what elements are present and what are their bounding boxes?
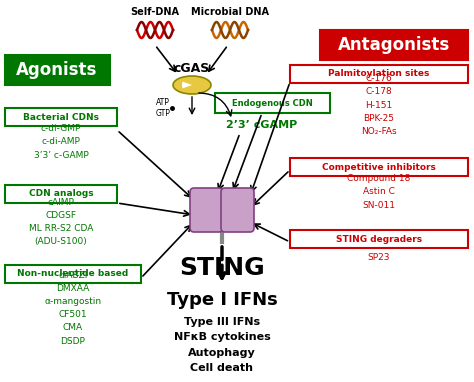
- Text: Competitive inhibitors: Competitive inhibitors: [322, 162, 436, 172]
- FancyBboxPatch shape: [5, 55, 110, 85]
- Text: CDN analogs: CDN analogs: [29, 189, 93, 199]
- Text: STING degraders: STING degraders: [336, 235, 422, 243]
- Wedge shape: [182, 82, 192, 88]
- Text: cAIMP
CDGSF
ML RR-S2 CDA
(ADU-S100): cAIMP CDGSF ML RR-S2 CDA (ADU-S100): [29, 198, 93, 246]
- Text: Agonists: Agonists: [16, 61, 98, 79]
- FancyBboxPatch shape: [221, 188, 254, 232]
- Text: STING: STING: [179, 256, 265, 280]
- Text: Microbial DNA: Microbial DNA: [191, 7, 269, 17]
- Text: Type I IFNs: Type I IFNs: [167, 291, 277, 309]
- Text: Antagonists: Antagonists: [338, 36, 450, 54]
- FancyBboxPatch shape: [290, 65, 468, 83]
- Text: Bacterial CDNs: Bacterial CDNs: [23, 113, 99, 121]
- Text: Type III IFNs
NFκB cytokines
Autophagy
Cell death: Type III IFNs NFκB cytokines Autophagy C…: [173, 317, 270, 373]
- FancyBboxPatch shape: [5, 108, 117, 126]
- Text: Self-DNA: Self-DNA: [130, 7, 180, 17]
- FancyBboxPatch shape: [190, 188, 223, 232]
- Text: 2’3’ cGAMP: 2’3’ cGAMP: [227, 120, 298, 130]
- Text: Compound 18
Astin C
SN-011: Compound 18 Astin C SN-011: [347, 174, 410, 210]
- FancyBboxPatch shape: [215, 93, 330, 113]
- FancyBboxPatch shape: [5, 185, 117, 203]
- Text: diABZI
DMXAA
α-mangostin
CF501
CMA
DSDP: diABZI DMXAA α-mangostin CF501 CMA DSDP: [45, 270, 101, 345]
- Text: cGAS: cGAS: [174, 62, 210, 74]
- Text: Palmitoylation sites: Palmitoylation sites: [328, 70, 430, 78]
- Text: c-di-GMP
c-di-AMP
3’3’ c-GAMP: c-di-GMP c-di-AMP 3’3’ c-GAMP: [34, 124, 88, 160]
- Text: Endogenous CDN: Endogenous CDN: [232, 99, 312, 107]
- FancyBboxPatch shape: [290, 158, 468, 176]
- FancyBboxPatch shape: [5, 265, 141, 283]
- Text: SP23: SP23: [368, 254, 390, 262]
- FancyBboxPatch shape: [290, 230, 468, 248]
- Ellipse shape: [173, 76, 211, 94]
- Text: C-176
C-178
H-151
BPK-25
NO₂-FAs: C-176 C-178 H-151 BPK-25 NO₂-FAs: [361, 74, 397, 136]
- Text: ATP
GTP: ATP GTP: [156, 98, 171, 118]
- Text: Non-nucleotide based: Non-nucleotide based: [18, 269, 128, 278]
- FancyBboxPatch shape: [320, 30, 468, 60]
